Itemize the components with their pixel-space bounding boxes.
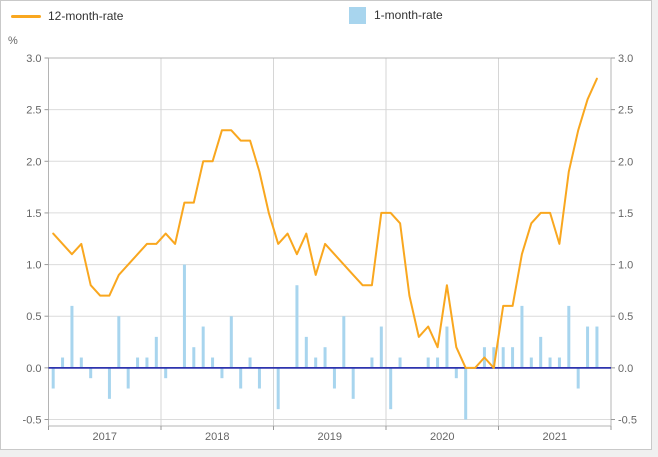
bar[interactable] — [220, 367, 224, 379]
y-axis-label: 1.0 — [618, 260, 633, 272]
bar[interactable] — [182, 264, 186, 368]
bar[interactable] — [511, 347, 515, 368]
bar[interactable] — [201, 326, 205, 368]
y-axis-label: 3.0 — [26, 53, 41, 65]
bar[interactable] — [276, 367, 280, 410]
bar[interactable] — [379, 326, 383, 368]
bar[interactable] — [136, 357, 140, 368]
x-axis-labels: 2017 2018 2019 2020 2021 — [48, 426, 612, 443]
legend-label-12-month-rate: 12-month-rate — [48, 9, 124, 23]
bar[interactable] — [529, 357, 533, 368]
y-axis-label: 0.0 — [26, 363, 41, 375]
bar[interactable] — [370, 357, 374, 368]
x-axis-year-label: 2020 — [430, 431, 454, 443]
bar[interactable] — [464, 367, 468, 420]
bar[interactable] — [576, 367, 580, 389]
bar[interactable] — [239, 367, 243, 389]
bar[interactable] — [492, 347, 496, 368]
bar[interactable] — [211, 357, 215, 368]
bar[interactable] — [79, 357, 83, 368]
y-axis-label: 2.5 — [618, 105, 633, 117]
y-axis-label: 0.5 — [618, 311, 633, 323]
y-axis-label: 0.5 — [26, 311, 41, 323]
y-axis-label: -0.5 — [23, 415, 42, 427]
line-series-swatch-icon — [11, 14, 41, 18]
bar[interactable] — [539, 336, 543, 368]
y-axis-unit-label: % — [8, 35, 18, 47]
y-axis-label: 1.0 — [26, 260, 41, 272]
bar-series — [51, 264, 599, 420]
bar[interactable] — [332, 367, 336, 389]
bar[interactable] — [595, 326, 599, 368]
bar[interactable] — [117, 316, 121, 368]
y-axis-label: -0.5 — [618, 415, 637, 427]
bar[interactable] — [426, 357, 430, 368]
y-axis-label: 1.5 — [26, 208, 41, 220]
bar[interactable] — [70, 305, 74, 368]
bar[interactable] — [586, 326, 590, 368]
bar[interactable] — [51, 367, 55, 389]
bar[interactable] — [248, 357, 252, 368]
x-axis-year-label: 2021 — [543, 431, 567, 443]
bar[interactable] — [557, 357, 561, 368]
bar[interactable] — [351, 367, 355, 399]
bar[interactable] — [107, 367, 111, 399]
bar[interactable] — [257, 367, 261, 389]
v-gridlines — [160, 58, 499, 426]
y-axis-label: 1.5 — [618, 208, 633, 220]
y-axis-labels-right: 3.0 2.5 2.0 1.5 1.0 0.5 0.0 -0.5 — [611, 53, 637, 427]
bar[interactable] — [323, 347, 327, 368]
y-axis-label: 3.0 — [618, 53, 633, 65]
bar[interactable] — [501, 347, 505, 368]
bar[interactable] — [192, 347, 196, 368]
y-axis-labels-left: 3.0 2.5 2.0 1.5 1.0 0.5 0.0 -0.5 — [23, 53, 49, 427]
bar[interactable] — [295, 285, 299, 368]
bar[interactable] — [314, 357, 318, 368]
y-axis-label: 2.5 — [26, 105, 41, 117]
x-axis-year-label: 2018 — [205, 431, 229, 443]
x-axis-year-label: 2019 — [318, 431, 342, 443]
bar[interactable] — [398, 357, 402, 368]
y-axis-label: 2.0 — [26, 156, 41, 168]
chart-widget: 12-month-rate 1-month-rate % 3.0 2.5 2.0 1.… — [0, 0, 652, 450]
bar[interactable] — [436, 357, 440, 368]
bar[interactable] — [445, 326, 449, 368]
legend-label-1-month-rate: 1-month-rate — [374, 8, 443, 22]
bar[interactable] — [520, 305, 524, 368]
y-axis-label: 2.0 — [618, 156, 633, 168]
bar[interactable] — [454, 367, 458, 379]
legend-item-1-month-rate[interactable]: 1-month-rate — [349, 5, 443, 25]
y-axis-label: 0.0 — [618, 363, 633, 375]
bar[interactable] — [145, 357, 149, 368]
plot-frame — [48, 57, 612, 427]
bar[interactable] — [304, 336, 308, 368]
legend-item-12-month-rate[interactable]: 12-month-rate — [11, 6, 123, 26]
bar[interactable] — [548, 357, 552, 368]
bar[interactable] — [164, 367, 168, 379]
x-axis-year-label: 2017 — [93, 431, 117, 443]
bar[interactable] — [61, 357, 65, 368]
bar-series-swatch-icon — [349, 6, 366, 24]
bar[interactable] — [229, 316, 233, 368]
bar[interactable] — [567, 305, 571, 368]
bar[interactable] — [342, 316, 346, 368]
bar[interactable] — [126, 367, 130, 389]
bar[interactable] — [154, 336, 158, 368]
bar[interactable] — [89, 367, 93, 379]
bar[interactable] — [389, 367, 393, 410]
line-series-path[interactable] — [52, 77, 598, 369]
